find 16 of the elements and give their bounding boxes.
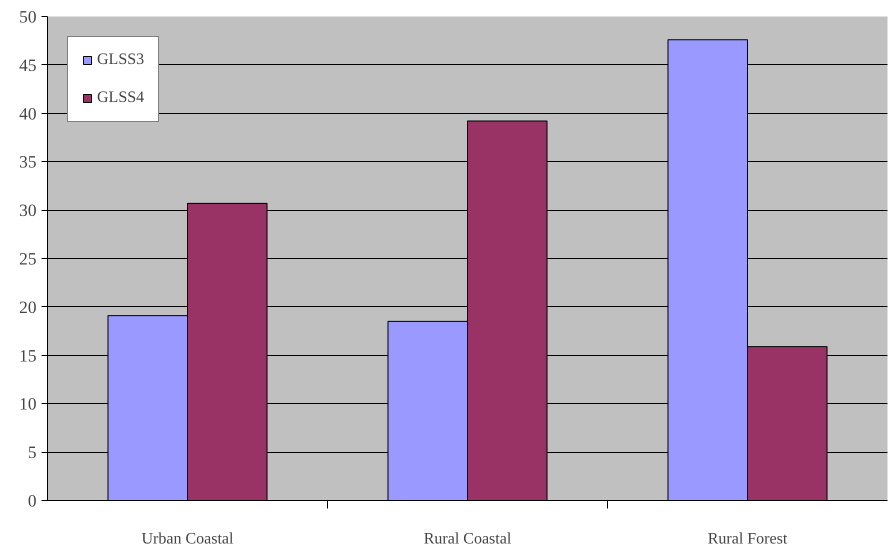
y-tick-label: 20	[19, 298, 36, 317]
y-tick-label: 0	[28, 492, 37, 510]
y-tick-label: 50	[19, 8, 36, 26]
y-tick-label: 25	[19, 250, 36, 268]
legend-label: GLSS3	[97, 51, 144, 69]
y-tick-label: 45	[19, 56, 36, 75]
y-tick-label: 5	[28, 443, 37, 462]
x-tick-label: Urban Coastal	[142, 530, 234, 548]
y-tick-label: 40	[19, 104, 36, 124]
x-tick-label: Rural Forest	[708, 530, 788, 548]
y-tick-label: 10	[19, 394, 36, 414]
legend-label: GLSS4	[97, 89, 144, 107]
x-tick-label: Rural Coastal	[424, 530, 512, 548]
y-tick-label: 30	[19, 201, 36, 220]
y-tick-label: 15	[19, 346, 36, 366]
y-tick-label: 35	[19, 152, 36, 172]
